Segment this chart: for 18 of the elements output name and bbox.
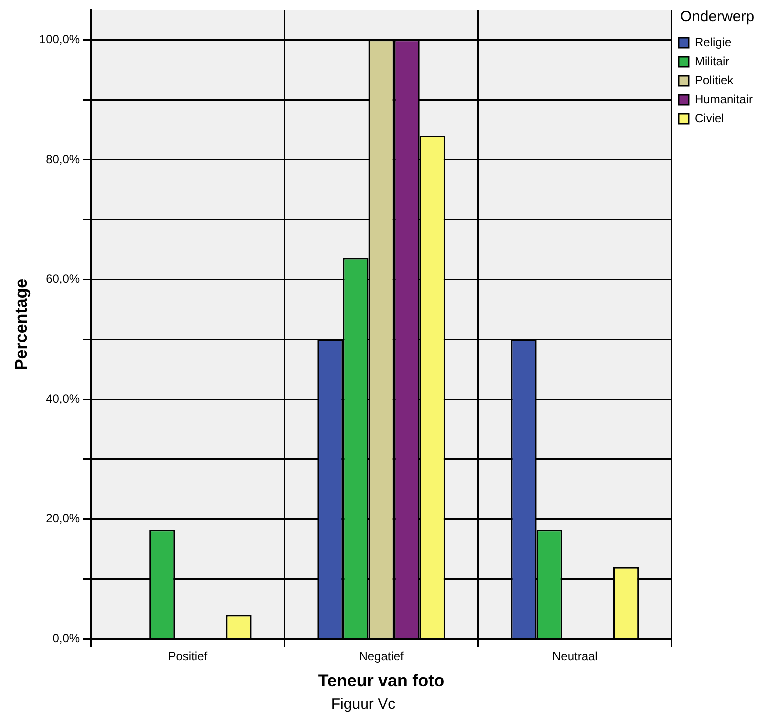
x-tick-label: Negatief (359, 650, 405, 664)
y-tick-label: 0,0% (52, 632, 80, 646)
legend-label: Humanitair (694, 92, 754, 106)
legend-title: Onderwerp (680, 8, 755, 26)
y-tick-label: 100,0% (39, 32, 80, 46)
y-tick-label: 40,0% (46, 392, 80, 406)
x-tick-label: Positief (168, 650, 208, 664)
x-axis-title: Teneur van foto (318, 671, 445, 690)
legend-label: Militair (694, 54, 730, 68)
legend-label: Civiel (694, 111, 724, 126)
legend-label: Religie (694, 35, 732, 50)
legend-label: Politiek (694, 73, 735, 88)
x-tick-label: Neutraal (552, 650, 598, 664)
y-tick-label: 60,0% (46, 272, 80, 286)
y-tick-label: 80,0% (46, 152, 80, 166)
y-axis-title: Percentage (12, 278, 31, 371)
text: Figuur Vc (330, 696, 397, 713)
y-tick-label: 20,0% (46, 512, 80, 526)
